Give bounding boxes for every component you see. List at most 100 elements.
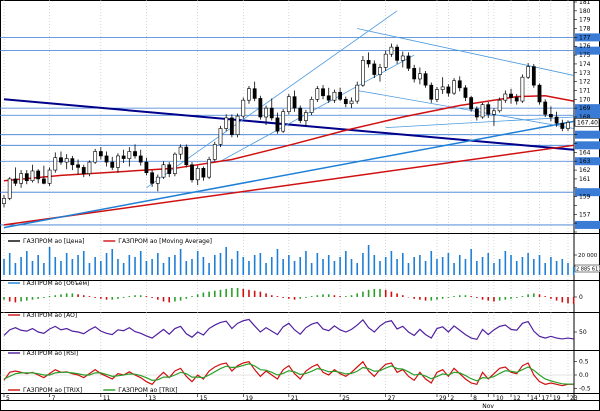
volume-bar	[248, 261, 250, 275]
candle-body	[531, 66, 536, 86]
candle-body	[235, 115, 240, 135]
ao-bar	[128, 296, 131, 297]
candle-body	[93, 151, 98, 163]
ao-bar	[231, 288, 233, 297]
candle-body	[241, 99, 246, 117]
candle-body	[395, 46, 399, 61]
ao-bar	[493, 297, 495, 302]
volume-bar	[231, 259, 233, 275]
candle-body	[509, 93, 513, 98]
price-level-tag	[575, 220, 600, 229]
ao-bar	[515, 297, 518, 298]
ao-bar	[157, 297, 159, 300]
ao-bar	[447, 297, 450, 298]
ao-bar	[265, 293, 267, 297]
candle-body	[361, 60, 365, 86]
ao-bar	[401, 295, 404, 297]
volume-bar	[538, 255, 541, 275]
volume-bar	[31, 261, 34, 275]
candle-body	[406, 55, 411, 69]
ao-bar	[533, 293, 535, 297]
trix-y-tick-label: -0.5	[579, 385, 591, 392]
ao-bar	[117, 297, 119, 299]
volume-bar	[202, 257, 205, 275]
rsi-series	[3, 318, 574, 341]
ao-bar	[162, 297, 165, 302]
candle-body	[474, 108, 479, 118]
ao-bar	[202, 292, 205, 297]
candle-body	[19, 173, 23, 184]
ao-bar	[316, 295, 319, 297]
ao-bar	[3, 297, 5, 300]
trend-line	[3, 98, 574, 151]
volume-bar	[139, 251, 142, 275]
ao-bar	[453, 296, 455, 297]
candle-body	[560, 122, 565, 129]
volume-bar	[441, 257, 444, 275]
legend-label: ГАЗПРОМ ао [Объем]	[23, 280, 89, 287]
ao-bar	[373, 288, 376, 297]
x-tick-label: 2	[450, 395, 454, 402]
ao-bar	[305, 297, 307, 298]
candle-body	[383, 53, 388, 68]
candle-body	[543, 101, 548, 115]
trend-line	[3, 120, 574, 229]
ao-bar	[436, 297, 438, 300]
ao-bar	[310, 296, 313, 297]
volume-bar	[191, 259, 193, 275]
candle-body	[566, 122, 570, 129]
ao-bar	[236, 288, 239, 297]
ao-bar	[82, 295, 85, 297]
ao-bar	[458, 295, 461, 297]
candle-body	[326, 95, 331, 101]
ao-bar	[88, 296, 91, 297]
candle-body	[138, 155, 143, 163]
volume-bar	[105, 253, 108, 275]
price-y-tick-label: 161	[579, 176, 591, 183]
candle-body	[150, 172, 155, 184]
ao-bar	[424, 297, 427, 301]
volume-bar	[293, 261, 296, 275]
candle-body	[417, 73, 422, 80]
legend-label: ГАЗПРОМ ао [TRIX]	[23, 387, 82, 394]
volume-bar	[157, 253, 159, 275]
price-y-tick-label: 168	[579, 114, 591, 121]
ao-bar	[481, 297, 484, 300]
volume-bar	[219, 253, 222, 275]
candle-body	[155, 176, 160, 184]
candle-body	[463, 87, 468, 98]
volume-bar	[37, 255, 39, 275]
candle-body	[452, 80, 456, 94]
candle-body	[144, 161, 149, 174]
ao-bar	[550, 297, 552, 299]
ao-bar	[270, 295, 273, 297]
volume-bar	[111, 249, 114, 275]
candle-body	[520, 76, 525, 102]
volume-bar	[288, 255, 290, 275]
volume-bar	[259, 253, 262, 275]
candle-body	[161, 164, 166, 178]
ao-bar	[134, 295, 136, 297]
trix-y-tick-label: 0.5	[579, 359, 589, 366]
ao-bar	[384, 289, 387, 297]
ao-bar	[379, 288, 381, 297]
price-y-tick-label: 157	[579, 211, 591, 218]
volume-bar	[310, 263, 313, 275]
x-tick-label: 12	[513, 395, 521, 402]
volume-bar	[174, 255, 176, 275]
volume-bar	[470, 249, 472, 275]
price-y-tick-label: 178	[579, 26, 591, 33]
volume-bar	[561, 259, 564, 275]
candle-body	[298, 107, 303, 121]
candle-body	[258, 98, 263, 118]
volume-bar	[65, 253, 68, 275]
ao-bar	[396, 293, 398, 297]
candle-body	[2, 198, 6, 204]
ao-bar	[504, 297, 507, 300]
volume-bar	[379, 261, 381, 275]
ao-bar	[498, 297, 501, 301]
candle-body	[104, 155, 109, 163]
